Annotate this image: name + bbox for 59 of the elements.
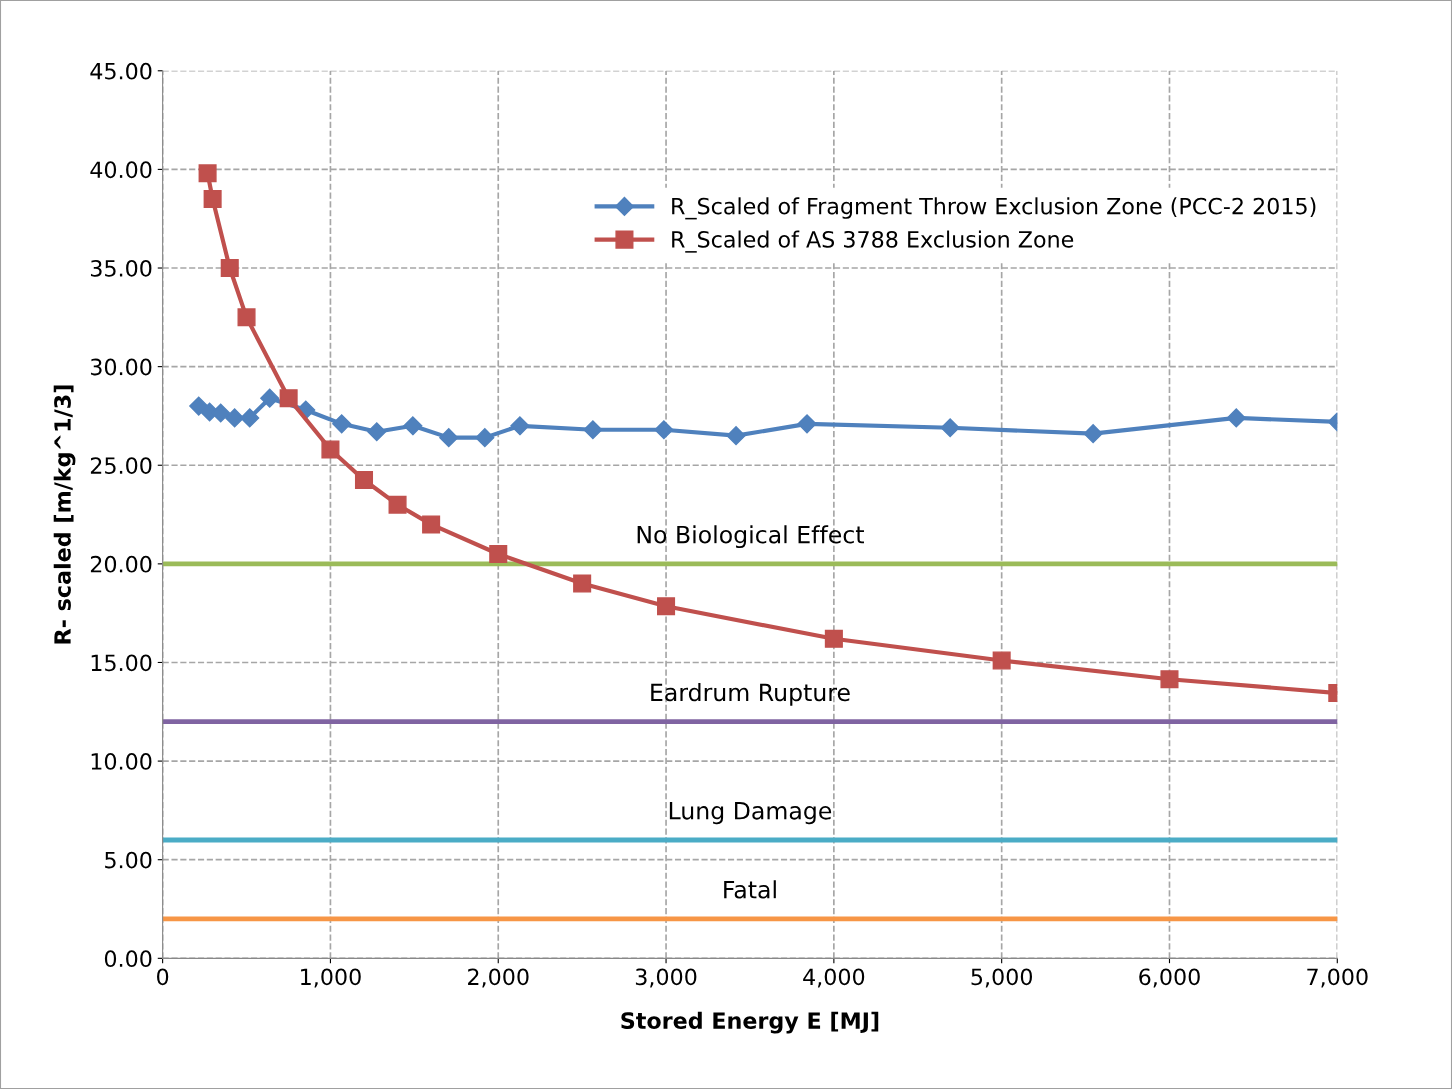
point (797, 414, 817, 434)
point (279, 389, 298, 408)
y-tick-label: 35.00 (90, 259, 152, 277)
y-tick-label: 0.00 (104, 950, 152, 968)
y-tick-label: 5.00 (105, 851, 152, 869)
point (189, 396, 209, 416)
y-tick-label: 20.00 (90, 555, 152, 573)
x-tick-label: 6,000 (1139, 968, 1200, 988)
ref-line-label: No Biological Effect (637, 525, 864, 549)
point (489, 544, 508, 564)
y-tick-label: 40.00 (90, 161, 152, 179)
point (1226, 408, 1246, 428)
legend-label: R_Scaled of Fragment Throw Exclusion Zone (PCC-2 2015) (672, 197, 1316, 220)
point (726, 426, 746, 446)
point (475, 428, 495, 448)
point (824, 629, 843, 648)
point (940, 418, 960, 438)
x-axis-title: Stored Energy E [MJ] (621, 1011, 879, 1034)
point (388, 495, 407, 514)
point (237, 308, 256, 327)
y-tick-label: 30.00 (90, 358, 152, 376)
point (321, 440, 340, 459)
x-tick-label: 5,000 (971, 968, 1033, 988)
point (657, 597, 676, 616)
point (403, 416, 423, 436)
y-tick-label: 15.00 (91, 654, 152, 672)
point (198, 164, 217, 183)
point (225, 408, 245, 428)
point (510, 416, 530, 436)
point (367, 422, 387, 442)
point (439, 428, 459, 448)
x-tick-label: 3,000 (635, 968, 697, 988)
point (332, 414, 352, 434)
ref-line-label: Lung Damage (669, 802, 832, 825)
point (203, 189, 222, 209)
point (992, 651, 1011, 670)
x-tick-label: 0 (157, 968, 169, 986)
point (220, 258, 239, 278)
y-tick-label: 45.00 (90, 62, 152, 80)
point (354, 471, 374, 490)
point (240, 408, 260, 428)
point (654, 420, 674, 440)
x-tick-label: 4,000 (803, 968, 865, 988)
y-tick-label: 10.00 (91, 753, 152, 770)
ref-line-label: Fatal (724, 880, 776, 899)
y-tick-label: 25.00 (90, 457, 152, 474)
point (422, 515, 441, 534)
point (573, 574, 592, 593)
ref-line-label: Eardrum Rupture (651, 683, 850, 706)
point (1083, 424, 1103, 444)
y-axis-title: R- scaled [m/kg^1/3] (53, 385, 76, 644)
x-tick-label: 1,000 (301, 968, 361, 988)
point (583, 420, 603, 440)
point (211, 403, 231, 423)
x-tick-label: 2,000 (468, 968, 529, 988)
legend-label: R_Scaled of AS 3788 Exclusion Zone (672, 230, 1074, 253)
point (1160, 670, 1179, 689)
x-tick-label: 7,000 (1307, 968, 1368, 988)
point (260, 388, 280, 408)
